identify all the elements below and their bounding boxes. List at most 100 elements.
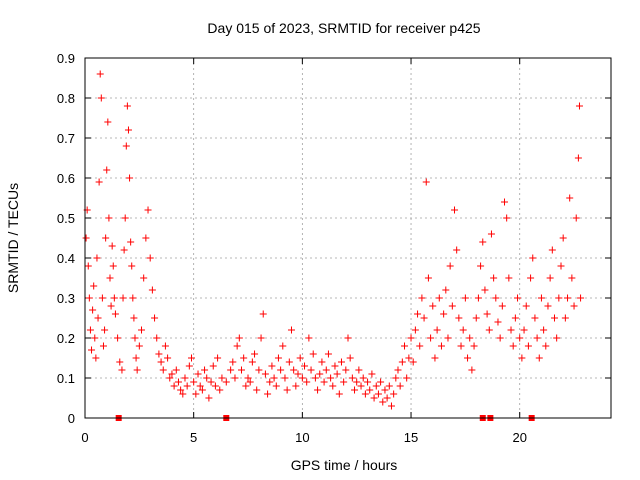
data-point bbox=[218, 374, 226, 382]
data-point bbox=[535, 354, 543, 362]
data-point bbox=[451, 206, 459, 214]
data-point bbox=[470, 342, 478, 350]
data-point bbox=[205, 394, 213, 402]
data-point bbox=[259, 310, 267, 318]
data-point bbox=[457, 342, 465, 350]
data-point bbox=[242, 382, 250, 390]
data-point bbox=[272, 382, 280, 390]
data-point bbox=[114, 334, 122, 342]
data-point bbox=[140, 274, 148, 282]
y-tick-label: 0.8 bbox=[57, 91, 75, 106]
data-point bbox=[261, 370, 269, 378]
data-point bbox=[333, 370, 341, 378]
data-point bbox=[285, 358, 293, 366]
data-point bbox=[522, 302, 530, 310]
data-point bbox=[99, 342, 107, 350]
data-point bbox=[91, 334, 99, 342]
data-point bbox=[130, 314, 138, 322]
data-point bbox=[120, 246, 128, 254]
data-point bbox=[503, 214, 511, 222]
data-point bbox=[387, 402, 395, 410]
data-point bbox=[527, 274, 535, 282]
data-point bbox=[372, 382, 380, 390]
data-point bbox=[133, 366, 141, 374]
data-point bbox=[355, 366, 363, 374]
data-point bbox=[320, 378, 328, 386]
data-point bbox=[353, 378, 361, 386]
data-point bbox=[370, 394, 378, 402]
data-point bbox=[129, 294, 137, 302]
data-point bbox=[132, 354, 140, 362]
data-point bbox=[479, 238, 487, 246]
data-point bbox=[398, 358, 406, 366]
data-point bbox=[385, 382, 393, 390]
data-point bbox=[514, 294, 522, 302]
data-point bbox=[153, 334, 161, 342]
data-point bbox=[118, 366, 126, 374]
data-point bbox=[131, 334, 139, 342]
data-point bbox=[322, 366, 330, 374]
data-point bbox=[409, 358, 417, 366]
data-point bbox=[498, 302, 506, 310]
data-point bbox=[368, 370, 376, 378]
data-point bbox=[459, 326, 467, 334]
data-point bbox=[448, 302, 456, 310]
data-point bbox=[290, 366, 298, 374]
data-point bbox=[287, 326, 295, 334]
data-point bbox=[155, 350, 163, 358]
data-point bbox=[157, 358, 165, 366]
data-point bbox=[279, 342, 287, 350]
y-tick-label: 0.1 bbox=[57, 371, 75, 386]
data-point bbox=[383, 394, 391, 402]
data-point bbox=[92, 354, 100, 362]
data-point bbox=[106, 274, 114, 282]
data-point bbox=[86, 326, 94, 334]
data-point bbox=[529, 254, 537, 262]
data-point bbox=[98, 294, 106, 302]
data-point bbox=[544, 302, 552, 310]
data-point bbox=[361, 390, 369, 398]
x-axis-label: GPS time / hours bbox=[291, 457, 398, 473]
data-point bbox=[494, 318, 502, 326]
data-point bbox=[90, 282, 98, 290]
data-point bbox=[553, 334, 561, 342]
data-point bbox=[555, 294, 563, 302]
data-point bbox=[564, 294, 572, 302]
data-point bbox=[537, 294, 545, 302]
data-point bbox=[108, 242, 116, 250]
data-point bbox=[468, 366, 476, 374]
data-point bbox=[366, 386, 374, 394]
data-point bbox=[216, 386, 224, 394]
y-tick-label: 0.4 bbox=[57, 251, 75, 266]
data-point bbox=[135, 342, 143, 350]
data-point bbox=[240, 354, 248, 362]
data-point bbox=[251, 350, 259, 358]
data-point bbox=[188, 354, 196, 362]
data-point bbox=[431, 354, 439, 362]
data-point bbox=[359, 374, 367, 382]
data-point bbox=[296, 354, 304, 362]
data-point bbox=[390, 390, 398, 398]
data-point bbox=[542, 342, 550, 350]
data-point bbox=[474, 294, 482, 302]
data-point bbox=[357, 382, 365, 390]
data-point bbox=[198, 386, 206, 394]
data-point bbox=[222, 378, 230, 386]
data-point bbox=[309, 350, 317, 358]
y-axis-label: SRMTID / TECUs bbox=[5, 183, 21, 293]
data-point bbox=[203, 374, 211, 382]
data-point bbox=[485, 326, 493, 334]
data-point bbox=[231, 374, 239, 382]
data-point bbox=[416, 342, 424, 350]
data-point bbox=[207, 378, 215, 386]
data-point bbox=[381, 386, 389, 394]
data-point bbox=[444, 334, 452, 342]
data-point bbox=[190, 378, 198, 386]
data-point bbox=[403, 374, 411, 382]
data-point bbox=[229, 358, 237, 366]
data-point bbox=[264, 390, 272, 398]
data-point bbox=[270, 374, 278, 382]
data-point bbox=[574, 154, 582, 162]
data-point bbox=[377, 378, 385, 386]
data-point bbox=[435, 294, 443, 302]
